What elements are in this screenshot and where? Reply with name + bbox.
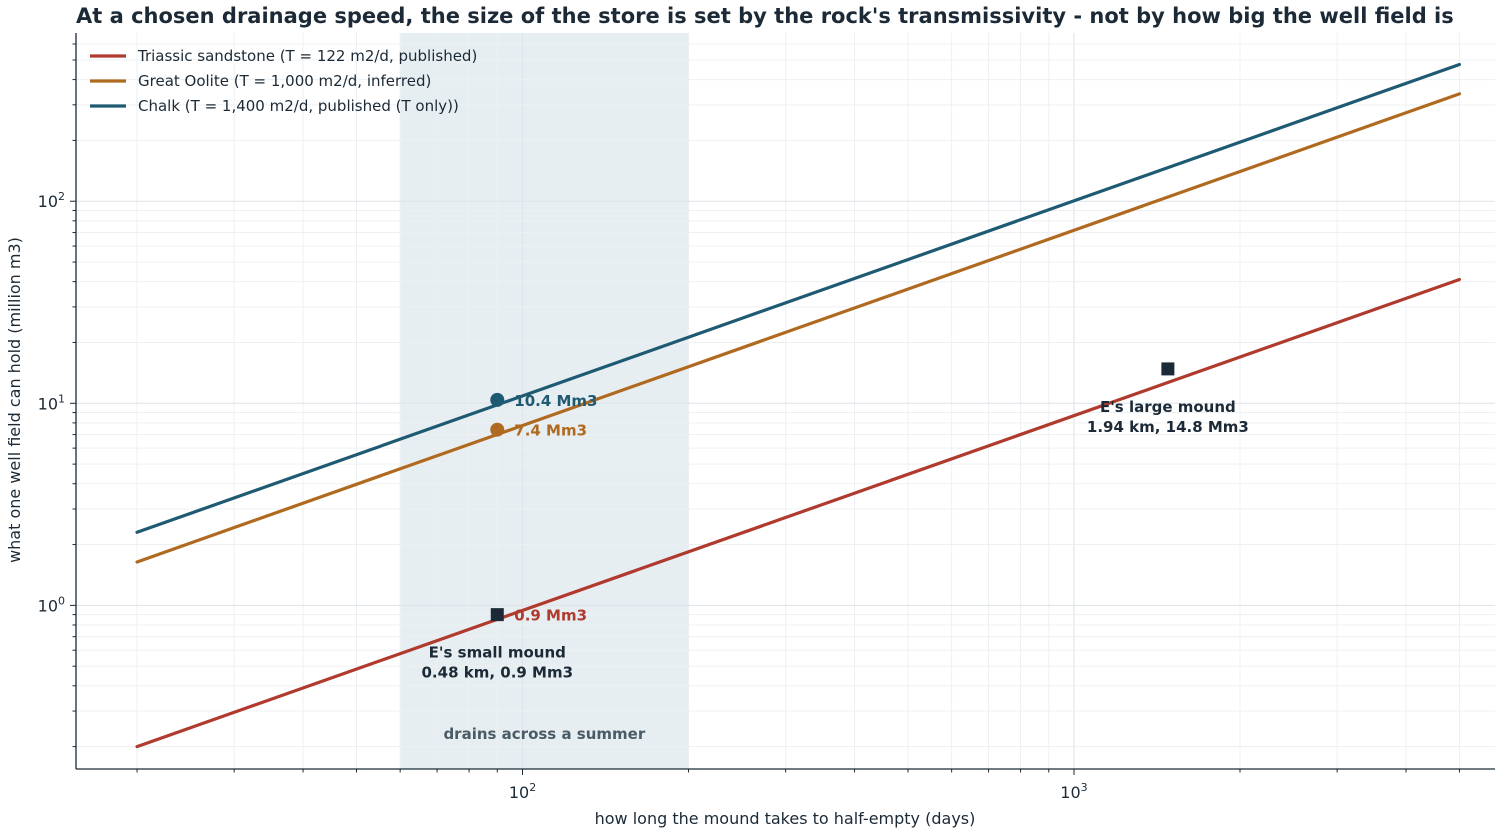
y-tick-label: 100	[38, 594, 65, 615]
y-tick-label: 102	[38, 190, 65, 211]
series-line-1	[135, 92, 1462, 564]
gridlines	[76, 33, 1495, 769]
point-marker-1	[490, 422, 505, 437]
annotation-line-1-1: 1.94 km, 14.8 Mm3	[1087, 418, 1249, 436]
x-tick-label: 102	[509, 781, 536, 802]
point-label-2: 0.9 Mm3	[514, 607, 587, 625]
annotation-line-1-0: E's large mound	[1100, 398, 1236, 416]
y-axis-label: what one well field can hold (million m3…	[5, 237, 24, 563]
legend: Triassic sandstone (T = 122 m2/d, publis…	[90, 47, 477, 115]
point-label-1: 7.4 Mm3	[514, 422, 587, 440]
series-line-0	[135, 277, 1462, 749]
band-label: drains across a summer	[443, 725, 645, 743]
annotation-marker-1	[1161, 362, 1175, 376]
point-marker-0	[490, 392, 505, 407]
series-line-2	[135, 62, 1462, 534]
legend-label-0: Triassic sandstone (T = 122 m2/d, publis…	[137, 47, 477, 65]
series-layer	[135, 62, 1462, 749]
labels-layer: 10.4 Mm3 7.4 Mm3 0.9 Mm3 E's small mound 0.4…	[422, 392, 1249, 743]
point-label-0: 10.4 Mm3	[514, 392, 597, 410]
annotation-line-0-1: 0.48 km, 0.9 Mm3	[422, 664, 574, 682]
annotation-line-0-0: E's small mound	[429, 644, 566, 662]
x-axis-label: how long the mound takes to half-empty (…	[595, 809, 976, 828]
point-marker-2	[490, 608, 504, 622]
y-tick-label: 101	[38, 392, 65, 413]
summer-band	[400, 33, 689, 769]
x-tick-label: 103	[1060, 781, 1087, 802]
chart-title: At a chosen drainage speed, the size of …	[76, 4, 1454, 28]
legend-label-2: Chalk (T = 1,400 m2/d, published (T only…	[138, 97, 459, 115]
axes: 102 103 100 101 102	[38, 33, 1495, 802]
markers-layer	[490, 362, 1175, 622]
legend-label-1: Great Oolite (T = 1,000 m2/d, inferred)	[138, 72, 431, 90]
